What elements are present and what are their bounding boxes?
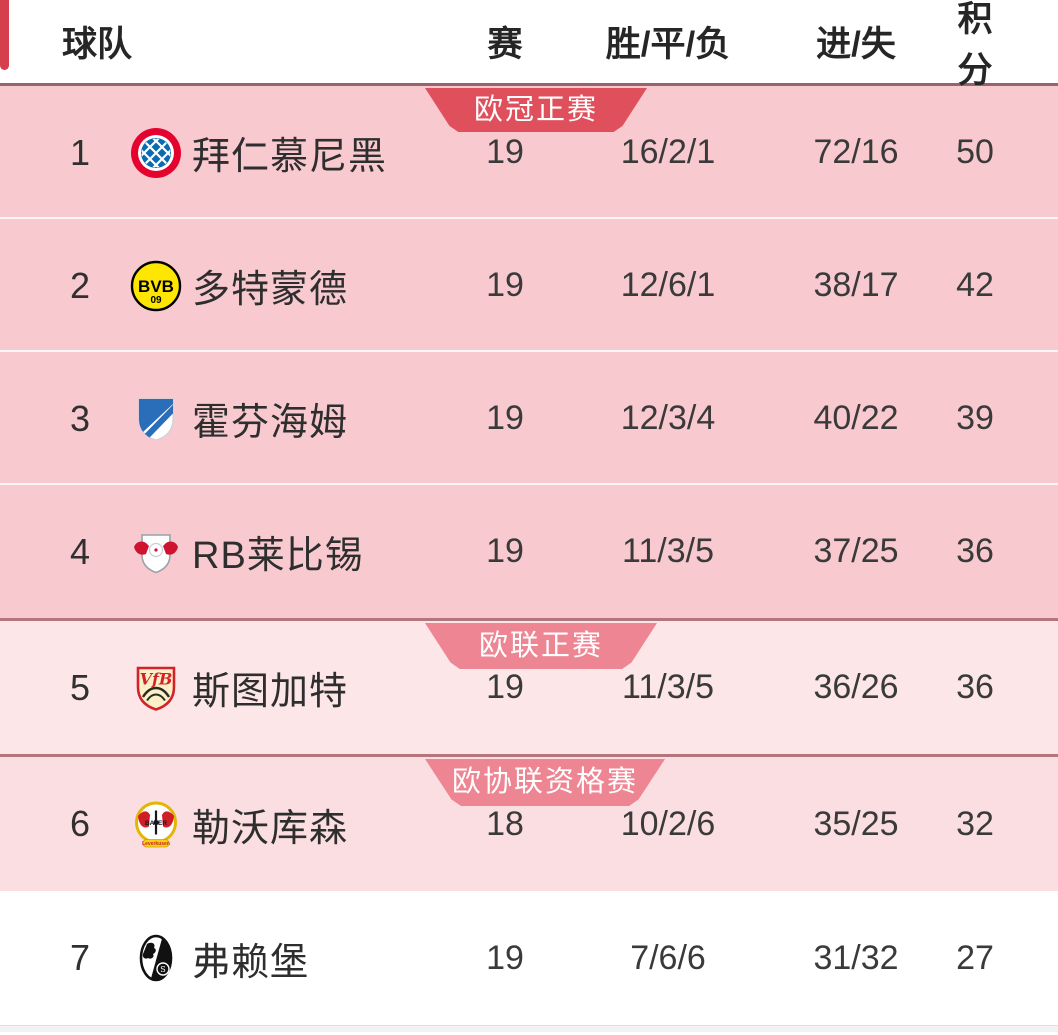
europa-league-badge: 欧联正赛 — [425, 623, 657, 669]
team-rank: 7 — [69, 937, 91, 978]
team-wdl: 11/3/5 — [621, 668, 714, 706]
header-wdl: 胜/平/负 — [605, 25, 731, 64]
team-goals: 40/22 — [813, 399, 899, 437]
team-rank: 2 — [69, 264, 91, 306]
team-name: 多特蒙德 — [192, 269, 349, 311]
team-games: 19 — [486, 266, 524, 304]
team-points: 36 — [956, 668, 994, 706]
stuttgart-crest-icon: VfB — [129, 661, 183, 715]
team-goals: 31/32 — [813, 938, 899, 977]
team-points: 39 — [956, 399, 994, 437]
team-rank: 3 — [69, 397, 91, 439]
table-row[interactable]: 6 BAYER Leverkusen 勒沃库森 18 10/2/6 35/25 … — [0, 757, 1058, 891]
team-name: 勒沃库森 — [192, 807, 349, 850]
team-games: 18 — [486, 804, 524, 843]
team-name: 弗赖堡 — [192, 941, 310, 984]
next-row-divider — [0, 1025, 1058, 1032]
bayern-munich-crest-icon — [129, 126, 183, 180]
table-header: 球队 赛 胜/平/负 进/失 积分 — [0, 0, 1058, 90]
team-games: 19 — [486, 133, 524, 171]
team-name: 拜仁慕尼黑 — [192, 136, 388, 178]
team-name: 斯图加特 — [192, 671, 349, 713]
team-goals: 36/26 — [813, 668, 899, 706]
team-name: 霍芬海姆 — [192, 402, 349, 444]
rb-leipzig-crest-icon — [129, 525, 183, 579]
team-wdl: 12/6/1 — [620, 266, 716, 304]
table-row[interactable]: 7 S 弗赖堡 19 7/6/6 31/32 27 — [0, 891, 1058, 1025]
section-no-european-competition: 7 S 弗赖堡 19 7/6/6 31/32 27 — [0, 891, 1058, 1025]
table-row[interactable]: 2 BVB 09 多特蒙德 19 12/6/1 38/17 42 — [0, 219, 1058, 352]
champions-league-badge: 欧冠正赛 — [425, 88, 647, 132]
header-team: 球队 — [62, 25, 133, 64]
team-wdl: 10/2/6 — [620, 804, 716, 843]
team-games: 19 — [486, 938, 524, 977]
hoffenheim-crest-icon — [129, 392, 183, 446]
section-conference-league-qualification: 欧协联资格赛 6 BAYER Leverkusen 勒沃库森 18 10/2/6… — [0, 754, 1058, 891]
team-wdl: 12/3/4 — [620, 399, 716, 437]
team-points: 27 — [956, 938, 994, 977]
team-wdl: 7/6/6 — [630, 938, 706, 977]
header-points: 积分 — [957, 0, 993, 90]
table-row[interactable]: 5 VfB 斯图加特 19 11/3/5 36/26 36 — [0, 621, 1058, 754]
team-games: 19 — [486, 399, 524, 437]
team-games: 19 — [486, 532, 524, 570]
left-accent-tab — [0, 0, 9, 70]
team-rank: 4 — [69, 530, 91, 572]
team-points: 50 — [956, 133, 994, 171]
team-wdl: 16/2/1 — [620, 133, 716, 171]
team-games: 19 — [486, 668, 524, 706]
borussia-dortmund-crest-icon: BVB 09 — [129, 259, 183, 313]
svg-text:S: S — [160, 965, 165, 974]
section-europa-league: 欧联正赛 5 VfB 斯图加特 19 11/3/5 36/26 36 — [0, 618, 1058, 754]
header-games: 赛 — [487, 25, 523, 64]
table-row[interactable]: 1 拜仁慕尼黑 19 16/2/1 72/16 50 — [0, 86, 1058, 219]
team-name: RB莱比锡 — [192, 535, 364, 577]
team-rank: 1 — [69, 131, 91, 173]
team-rank: 6 — [69, 803, 91, 844]
team-points: 42 — [956, 266, 994, 304]
header-goals: 进/失 — [816, 25, 896, 64]
team-goals: 38/17 — [813, 266, 899, 304]
team-goals: 35/25 — [813, 804, 899, 843]
section-champions-league: 欧冠正赛 1 拜仁慕尼黑 19 16/2/1 72/16 50 — [0, 86, 1058, 618]
table-row[interactable]: 3 霍芬海姆 19 12/3/4 40/22 39 — [0, 352, 1058, 485]
leverkusen-crest-icon: BAYER Leverkusen — [129, 797, 183, 851]
conference-league-badge: 欧协联资格赛 — [425, 759, 665, 806]
svg-text:VfB: VfB — [140, 669, 173, 688]
team-rank: 5 — [69, 666, 91, 708]
team-points: 32 — [956, 804, 994, 843]
team-wdl: 11/3/5 — [621, 532, 714, 570]
svg-text:09: 09 — [150, 295, 162, 306]
svg-text:Leverkusen: Leverkusen — [142, 841, 170, 847]
team-goals: 37/25 — [813, 532, 899, 570]
freiburg-crest-icon: S — [129, 931, 183, 985]
svg-text:BVB: BVB — [138, 277, 174, 296]
team-goals: 72/16 — [813, 133, 899, 171]
team-points: 36 — [956, 532, 994, 570]
table-row[interactable]: 4 RB莱比锡 19 11/3/5 37/25 36 — [0, 485, 1058, 618]
